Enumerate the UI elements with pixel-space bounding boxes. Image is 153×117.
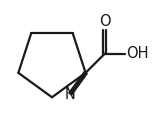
- Text: N: N: [64, 87, 75, 102]
- Text: O: O: [99, 14, 111, 29]
- Text: OH: OH: [126, 46, 148, 61]
